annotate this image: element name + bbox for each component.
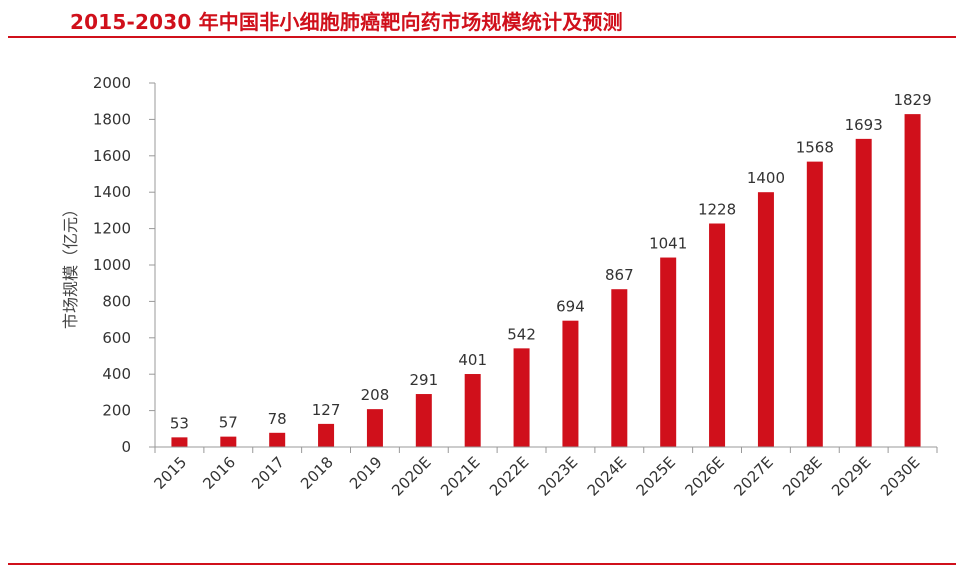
top-divider	[8, 36, 956, 38]
x-tick-label-2029E: 2029E	[828, 453, 874, 499]
bar-2023E	[562, 320, 579, 447]
x-axis: 2015 2016 2017 2018 2019 2020E 2021E 2022E 2023E…	[151, 446, 938, 500]
data-label-2030E: 1829	[893, 91, 931, 109]
bar-2030E	[904, 114, 921, 447]
x-tick-label-2027E: 2027E	[730, 453, 776, 499]
y-tick-label: 1400	[93, 183, 131, 201]
x-tick-label-2030E: 2030E	[877, 453, 923, 499]
data-label-2026E: 1228	[698, 201, 736, 219]
x-tick-label-2019: 2019	[346, 453, 386, 493]
data-label-2016: 57	[219, 414, 238, 432]
data-label-2029E: 1693	[845, 116, 883, 134]
y-tick-label: 0	[121, 438, 131, 456]
x-tick-label-2023E: 2023E	[535, 453, 581, 499]
x-tick-label-2028E: 2028E	[779, 453, 825, 499]
data-label-2024E: 867	[605, 266, 634, 284]
x-tick-label-2017: 2017	[248, 453, 288, 493]
x-tick-label-2021E: 2021E	[437, 453, 483, 499]
x-tick-label-2015: 2015	[151, 453, 191, 493]
bar-2025E	[660, 257, 677, 447]
y-tick-label: 800	[102, 292, 131, 310]
data-label-2023E: 694	[556, 298, 585, 316]
y-tick-label: 200	[102, 402, 131, 420]
bar-2015	[171, 437, 188, 447]
bar-2019	[366, 409, 383, 447]
bar-2027E	[757, 192, 774, 447]
y-tick-label: 600	[102, 329, 131, 347]
bottom-divider	[8, 563, 956, 565]
x-tick-label-2022E: 2022E	[486, 453, 532, 499]
bar-2028E	[806, 161, 823, 447]
y-tick-label: 2000	[93, 74, 131, 92]
data-label-2019: 208	[361, 386, 390, 404]
x-tick-label-2018: 2018	[297, 453, 337, 493]
bar-2022E	[513, 348, 530, 447]
y-axis-label: 市场规模（亿元）	[61, 201, 80, 329]
bar-2017	[269, 432, 286, 447]
chart-title: 2015-2030 年中国非小细胞肺癌靶向药市场规模统计及预测	[70, 10, 623, 34]
data-label-2022E: 542	[507, 325, 536, 343]
bar-2018	[318, 423, 335, 447]
bar-2029E	[855, 138, 872, 447]
y-tick-label: 1600	[93, 147, 131, 165]
x-tick-label-2024E: 2024E	[584, 453, 630, 499]
y-tick-label: 1800	[93, 110, 131, 128]
data-label-2015: 53	[170, 414, 189, 432]
data-label-2021E: 401	[458, 351, 487, 369]
data-label-2027E: 1400	[747, 169, 785, 187]
data-label-2028E: 1568	[796, 139, 834, 157]
bar-2021E	[464, 374, 481, 447]
data-label-2025E: 1041	[649, 235, 687, 253]
x-tick-label-2020E: 2020E	[388, 453, 434, 499]
bar-2026E	[709, 223, 726, 447]
data-label-2017: 78	[268, 410, 287, 428]
bars-group: 53 57 78 127 208 291 401 542 694 867 1041 1228 1400 1…	[170, 91, 932, 447]
y-tick-label: 1200	[93, 220, 131, 238]
bar-2024E	[611, 289, 628, 447]
y-tick-label: 1000	[93, 256, 131, 274]
data-label-2020E: 291	[409, 371, 438, 389]
x-tick-label-2016: 2016	[199, 453, 239, 493]
y-tick-label: 400	[102, 365, 131, 383]
x-tick-label-2026E: 2026E	[681, 453, 727, 499]
x-tick-label-2025E: 2025E	[633, 453, 679, 499]
data-label-2018: 127	[312, 401, 341, 419]
bar-2016	[220, 436, 237, 447]
y-axis: 0 200 400 600 800 1000 1200 1400 1600 1800 2000	[93, 74, 156, 456]
bar-2020E	[415, 394, 432, 447]
